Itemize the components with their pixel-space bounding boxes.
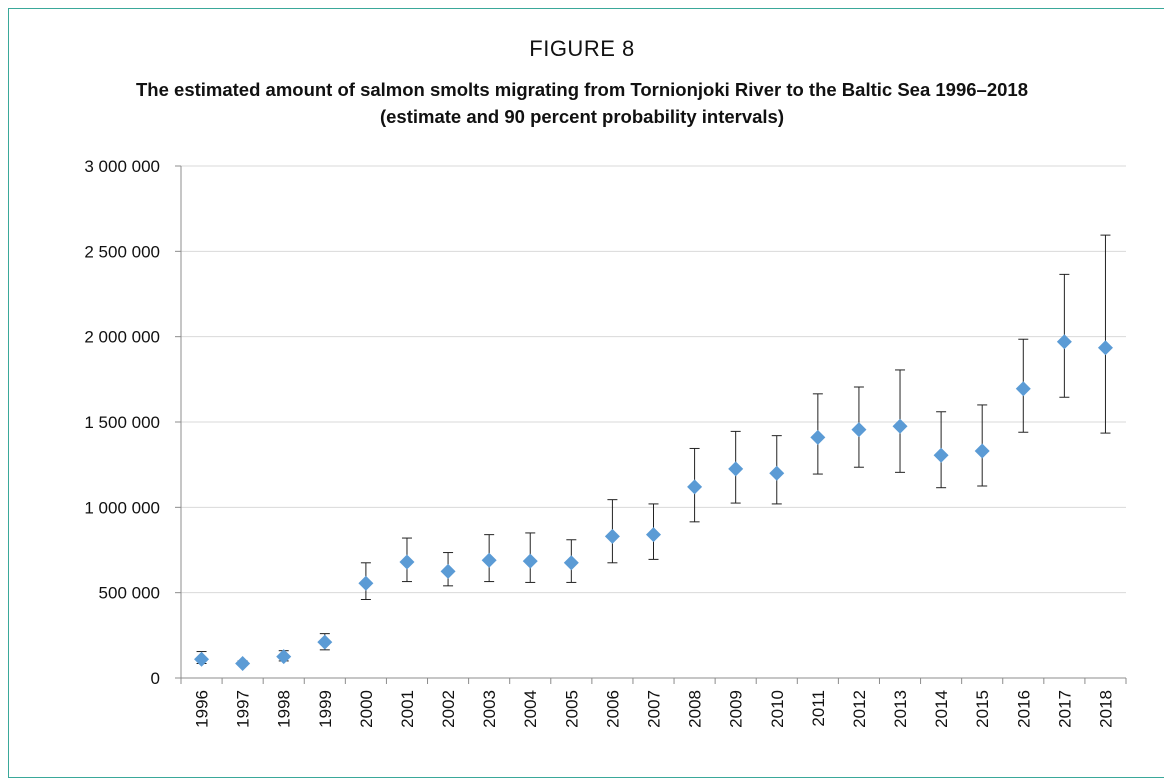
data-point	[481, 552, 497, 568]
data-point	[440, 563, 456, 579]
y-tick-label: 500 000	[99, 584, 160, 603]
x-tick-label: 2015	[973, 690, 992, 728]
x-axis-ticks: 1996 1997 1998 1999 2000 2001 2002 2003 2004 2005…	[193, 690, 1116, 728]
x-tick-label: 2010	[768, 690, 787, 728]
y-tick-label: 2 500 000	[84, 242, 160, 261]
data-point	[810, 429, 826, 445]
data-point	[1015, 381, 1031, 397]
x-tick-label: 2018	[1096, 690, 1115, 728]
data-point	[235, 655, 251, 671]
data-point	[933, 447, 949, 463]
y-tick-label: 3 000 000	[84, 157, 160, 176]
x-tick-label: 2012	[850, 690, 869, 728]
data-point	[687, 479, 703, 495]
x-tick-label: 2006	[603, 690, 622, 728]
x-tick-label: 2005	[562, 690, 581, 728]
data-point	[604, 528, 620, 544]
data-point	[194, 651, 210, 667]
y-axis-ticks: 0 500 000 1 000 000 1 500 000 2 000 000 2 500…	[84, 157, 160, 688]
x-tick-label: 2007	[645, 690, 664, 728]
data-point	[276, 649, 292, 665]
data-point	[892, 418, 908, 434]
x-tick-label: 2017	[1055, 690, 1074, 728]
x-tick-label: 1999	[316, 690, 335, 728]
x-tick-label: 2014	[932, 690, 951, 728]
data-point	[646, 527, 661, 543]
axes	[175, 165, 1127, 684]
data-point	[974, 443, 990, 459]
y-tick-label: 1 000 000	[84, 498, 160, 517]
x-tick-label: 2004	[521, 690, 540, 728]
x-tick-label: 2013	[891, 690, 910, 728]
x-tick-label: 1998	[275, 690, 294, 728]
data-point	[399, 554, 415, 570]
x-tick-label: 2002	[439, 690, 458, 728]
data-point	[1097, 340, 1113, 356]
data-point	[522, 553, 538, 569]
figure-label: FIGURE 8	[529, 36, 635, 61]
x-tick-label: 2011	[809, 690, 828, 727]
data-point	[851, 422, 867, 438]
figure-title-line-2: (estimate and 90 percent probability int…	[379, 106, 785, 127]
x-tick-label: 2001	[398, 690, 417, 728]
data-point	[563, 555, 579, 571]
x-tick-label: 2003	[480, 690, 499, 728]
data-point	[1056, 334, 1072, 350]
y-tick-label: 1 500 000	[84, 413, 160, 432]
y-tick-label: 2 000 000	[84, 328, 160, 347]
data-point	[769, 465, 785, 481]
figure-title-line-1: The estimated amount of salmon smolts mi…	[136, 79, 1028, 100]
data-point	[358, 575, 374, 591]
error-bars	[196, 234, 1111, 666]
x-tick-label: 2000	[357, 690, 376, 728]
data-point	[728, 461, 744, 477]
x-tick-label: 2016	[1014, 690, 1033, 728]
x-tick-label: 1997	[234, 690, 253, 728]
y-tick-label: 0	[151, 669, 160, 688]
data-point	[317, 634, 333, 650]
data-points	[194, 334, 1113, 671]
figure-title: The estimated amount of salmon smolts mi…	[0, 76, 1164, 130]
x-tick-label: 2009	[727, 690, 746, 728]
x-tick-label: 1996	[193, 690, 212, 728]
x-tick-label: 2008	[686, 690, 705, 728]
